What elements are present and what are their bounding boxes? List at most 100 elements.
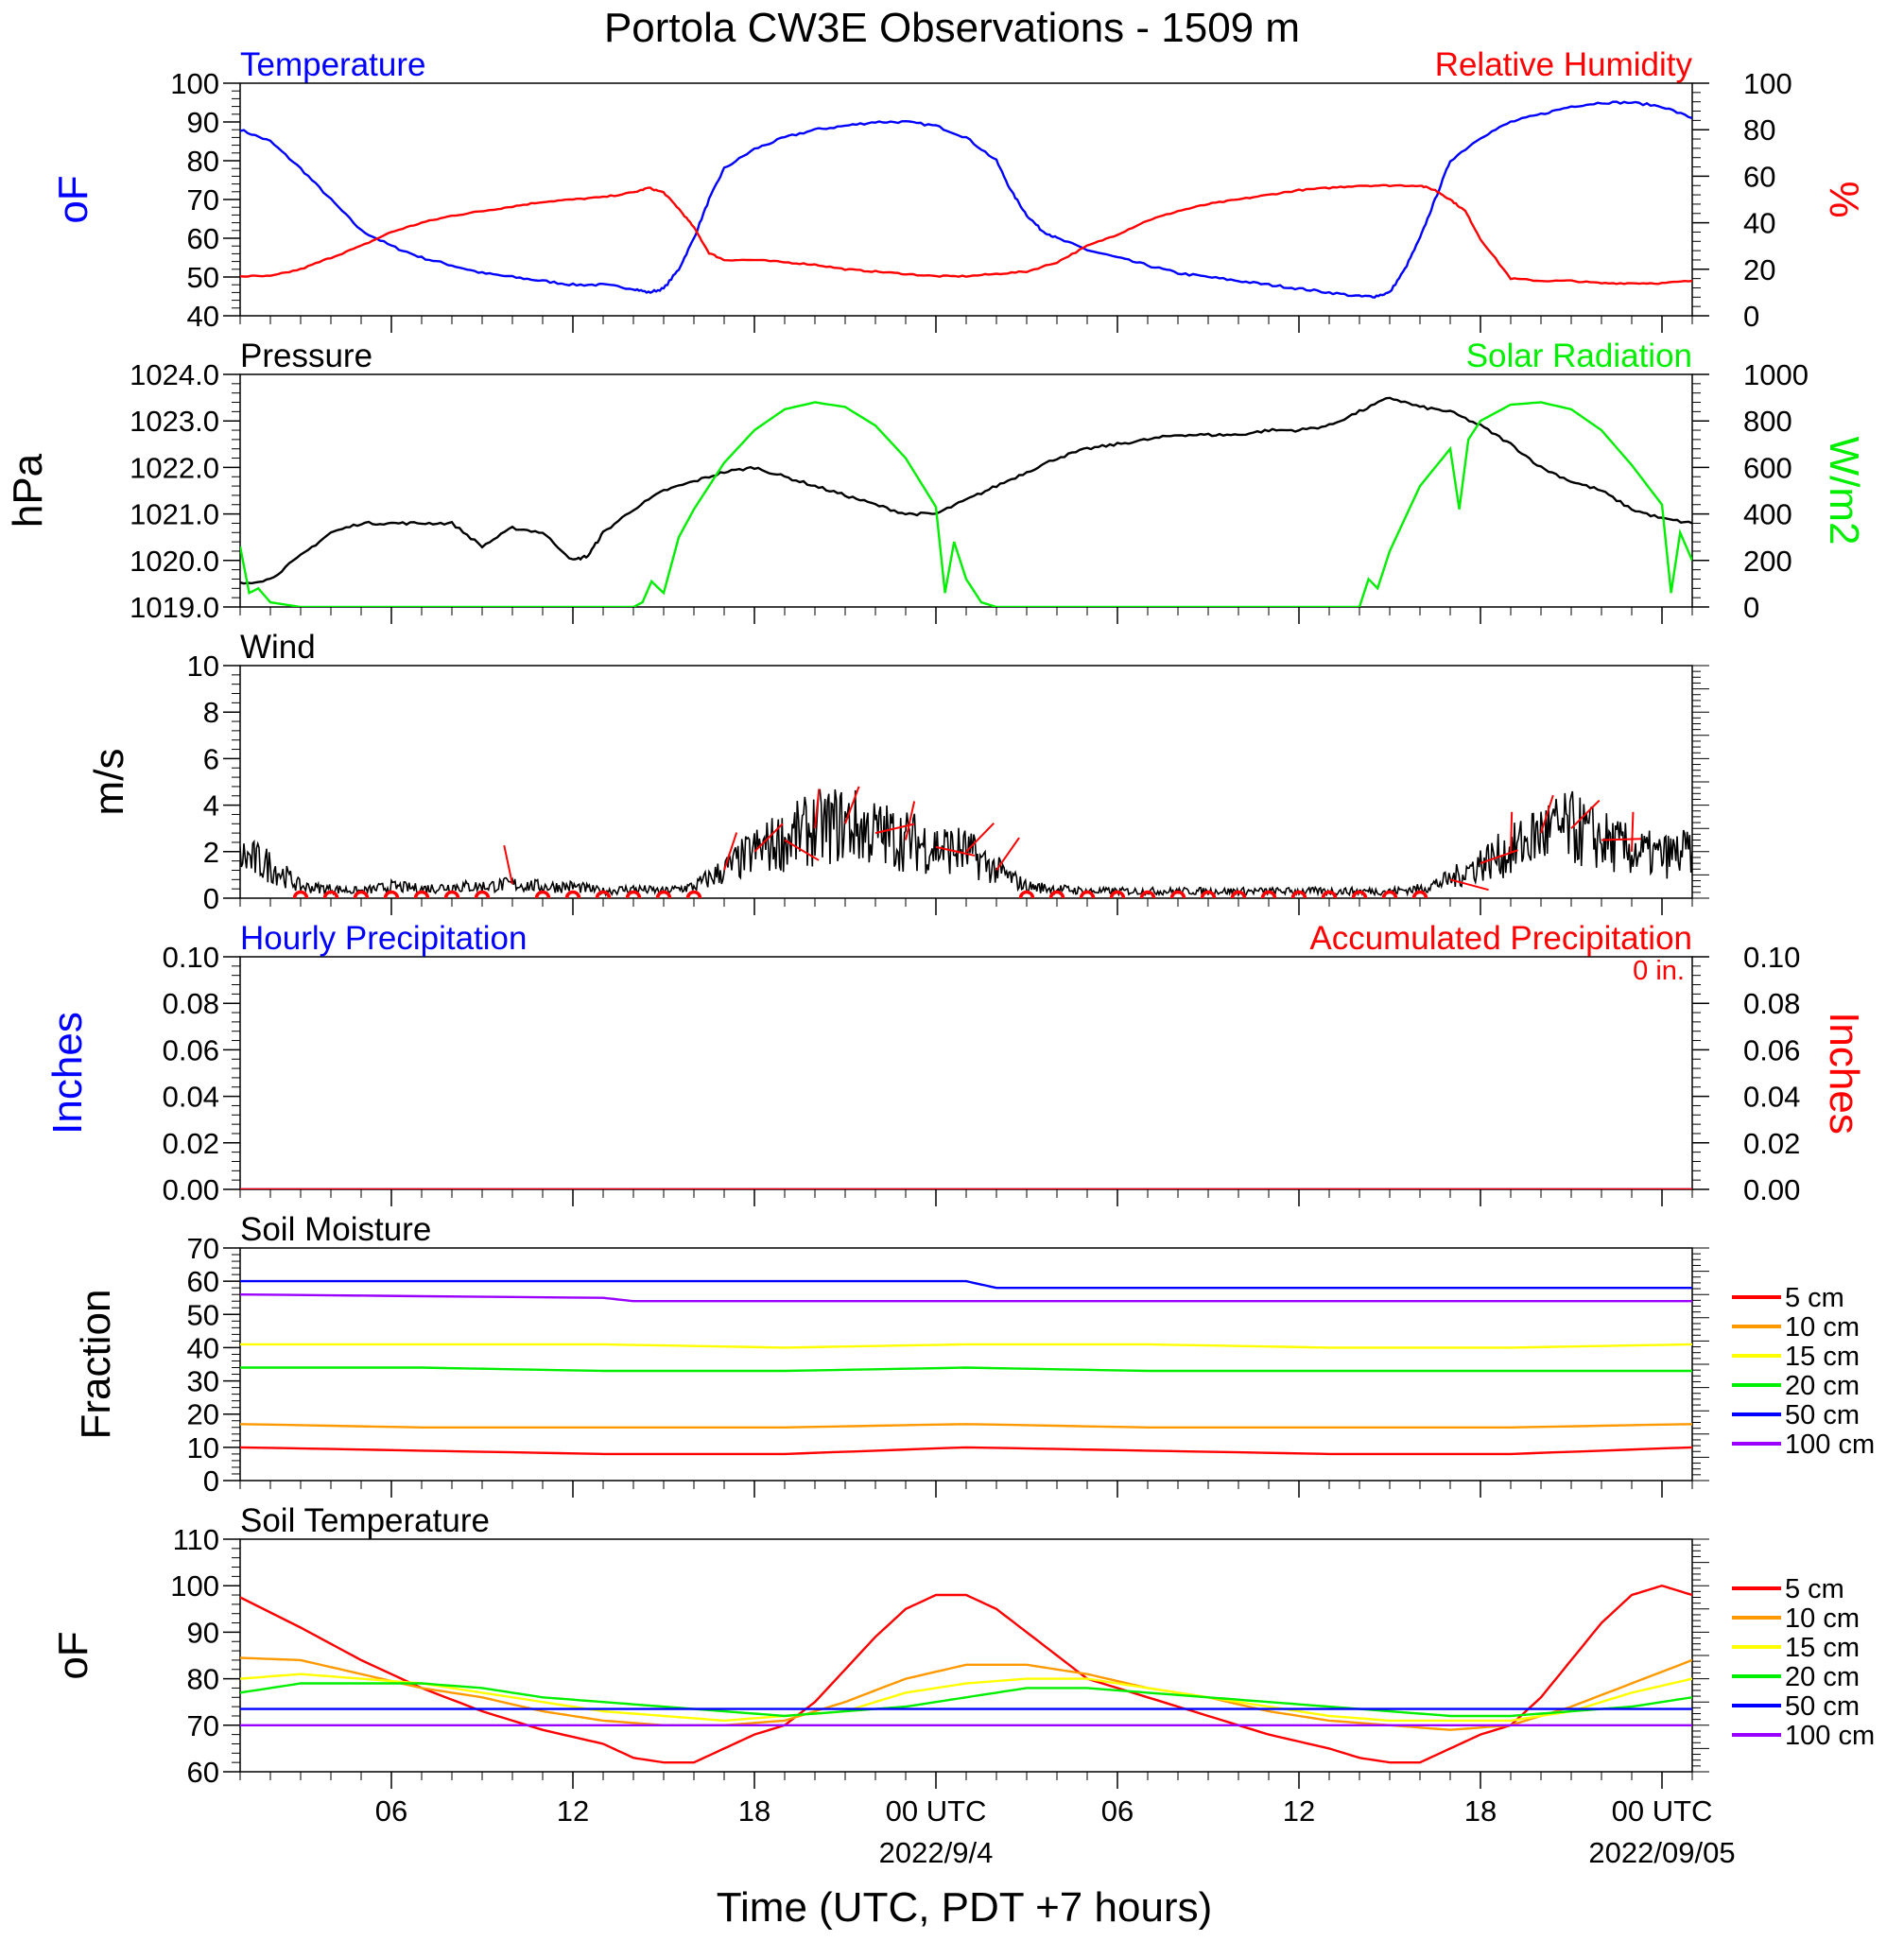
left-tick-label: 0.10 xyxy=(163,941,219,974)
right-tick-label: 60 xyxy=(1743,160,1775,193)
series-line-100-cm xyxy=(240,1293,1692,1303)
wind-barb xyxy=(844,786,860,824)
wind-barb xyxy=(784,839,820,861)
x-date-label: 2022/9/4 xyxy=(879,1836,994,1869)
right-tick-label: 200 xyxy=(1743,545,1792,578)
wind-calm-marker xyxy=(322,890,339,898)
series-line-pressure xyxy=(240,396,1692,585)
left-tick-label: 6 xyxy=(203,742,219,775)
x-tick-label: 00 UTC xyxy=(1612,1794,1713,1828)
legend-label: 15 cm xyxy=(1785,1342,1860,1372)
series-line-50-cm xyxy=(240,1279,1692,1290)
wind-barb xyxy=(503,844,513,885)
wind-barb xyxy=(1601,838,1642,841)
left-tick-label: 8 xyxy=(203,696,219,729)
precip-total-annotation: 0 in. xyxy=(1633,956,1685,986)
wind-barb xyxy=(1570,799,1601,829)
left-tick-label: 90 xyxy=(187,1616,219,1649)
wind-barb xyxy=(1480,849,1518,865)
panel-title-right: Accumulated Precipitation xyxy=(1309,920,1692,957)
left-tick-label: 50 xyxy=(187,1298,219,1331)
wind-calm-marker xyxy=(1351,890,1368,898)
wind-barb xyxy=(1631,811,1635,852)
x-tick-label: 18 xyxy=(1464,1794,1497,1828)
wind-barb xyxy=(995,837,1020,872)
x-tick-label: 12 xyxy=(1283,1794,1315,1828)
wind-calm-marker xyxy=(413,890,430,898)
series-line-relative-humidity xyxy=(240,183,1692,286)
left-tick-label: 100 xyxy=(170,67,219,100)
wind-calm-marker xyxy=(1048,890,1065,898)
series-group xyxy=(240,1584,1692,1764)
wind-calm-marker xyxy=(1411,890,1428,898)
legend-label: 100 cm xyxy=(1785,1721,1875,1751)
y-axis-label-right: Inches xyxy=(1821,1012,1867,1135)
panel-title-right: Relative Humidity xyxy=(1435,46,1693,83)
wind-barb xyxy=(1449,878,1489,892)
left-tick-label: 80 xyxy=(187,1663,219,1696)
y-axis-label-left: hPa xyxy=(5,453,51,528)
wind-calm-marker xyxy=(1018,890,1035,898)
left-tick-label: 70 xyxy=(187,1232,219,1265)
wind-barb xyxy=(874,823,915,835)
panel-title-left: Temperature xyxy=(240,46,425,83)
right-tick-label: 100 xyxy=(1743,67,1792,100)
wind-calm-marker xyxy=(1109,890,1126,898)
panel-title-left: Wind xyxy=(240,629,316,666)
x-tick-label: 06 xyxy=(1101,1794,1134,1828)
right-tick-label: 80 xyxy=(1743,113,1775,147)
wind-calm-marker xyxy=(292,890,309,898)
y-axis-label-left: Fraction xyxy=(73,1290,119,1440)
wind-calm-marker xyxy=(1260,890,1277,898)
right-tick-label: 40 xyxy=(1743,207,1775,240)
left-tick-label: 100 xyxy=(170,1569,219,1603)
series-line-15-cm xyxy=(240,1343,1692,1349)
right-tick-label: 0.04 xyxy=(1743,1081,1800,1114)
legend-label: 5 cm xyxy=(1785,1574,1844,1604)
right-tick-label: 400 xyxy=(1743,498,1792,531)
y-axis-label-left: m/s xyxy=(86,749,132,816)
wind-calm-marker xyxy=(1230,890,1247,898)
wind-calm-marker xyxy=(1079,890,1096,898)
wind-barb xyxy=(965,823,995,853)
left-tick-label: 0.00 xyxy=(163,1173,219,1206)
panel-temp_rh: 100 90 80 70 60 50 40 100 80 60 40 20 0 Temperature Re… xyxy=(50,46,1867,333)
series-group xyxy=(240,396,1692,607)
right-tick-label: 0 xyxy=(1743,591,1759,624)
left-tick-label: 1020.0 xyxy=(130,545,219,578)
left-tick-label: 10 xyxy=(187,650,219,683)
left-tick-label: 50 xyxy=(187,261,219,294)
series-group xyxy=(240,1279,1692,1456)
left-tick-label: 70 xyxy=(187,183,219,217)
left-tick-label: 4 xyxy=(203,789,219,823)
left-tick-label: 30 xyxy=(187,1365,219,1398)
left-tick-label: 1023.0 xyxy=(130,405,219,438)
wind-calm-marker xyxy=(443,890,460,898)
right-tick-label: 0.06 xyxy=(1743,1033,1800,1066)
left-tick-label: 0.08 xyxy=(163,987,219,1020)
y-axis-label-right: % xyxy=(1821,181,1867,217)
right-tick-label: 0.08 xyxy=(1743,987,1800,1020)
wind-barb xyxy=(753,823,784,853)
y-axis-label-right: W/m2 xyxy=(1821,437,1867,546)
x-tick-label: 12 xyxy=(557,1794,589,1828)
left-tick-label: 1021.0 xyxy=(130,498,219,531)
panel-wind: 10 8 6 4 2 0 Wind m/s xyxy=(86,629,1709,915)
wind-calm-marker xyxy=(595,890,612,898)
left-tick-label: 60 xyxy=(187,1756,219,1789)
left-tick-label: 0 xyxy=(203,882,219,915)
left-tick-label: 1019.0 xyxy=(130,591,219,624)
wind-barb xyxy=(1540,794,1554,834)
x-tick-label: 00 UTC xyxy=(886,1794,987,1828)
panel-title-left: Soil Temperature xyxy=(240,1502,490,1539)
right-tick-label: 600 xyxy=(1743,451,1792,484)
series-group xyxy=(240,100,1692,299)
series-line-temperature xyxy=(240,100,1692,299)
legend-label: 10 cm xyxy=(1785,1603,1860,1634)
wind-calm-marker xyxy=(534,890,551,898)
x-axis-label: Time (UTC, PDT +7 hours) xyxy=(717,1884,1212,1931)
